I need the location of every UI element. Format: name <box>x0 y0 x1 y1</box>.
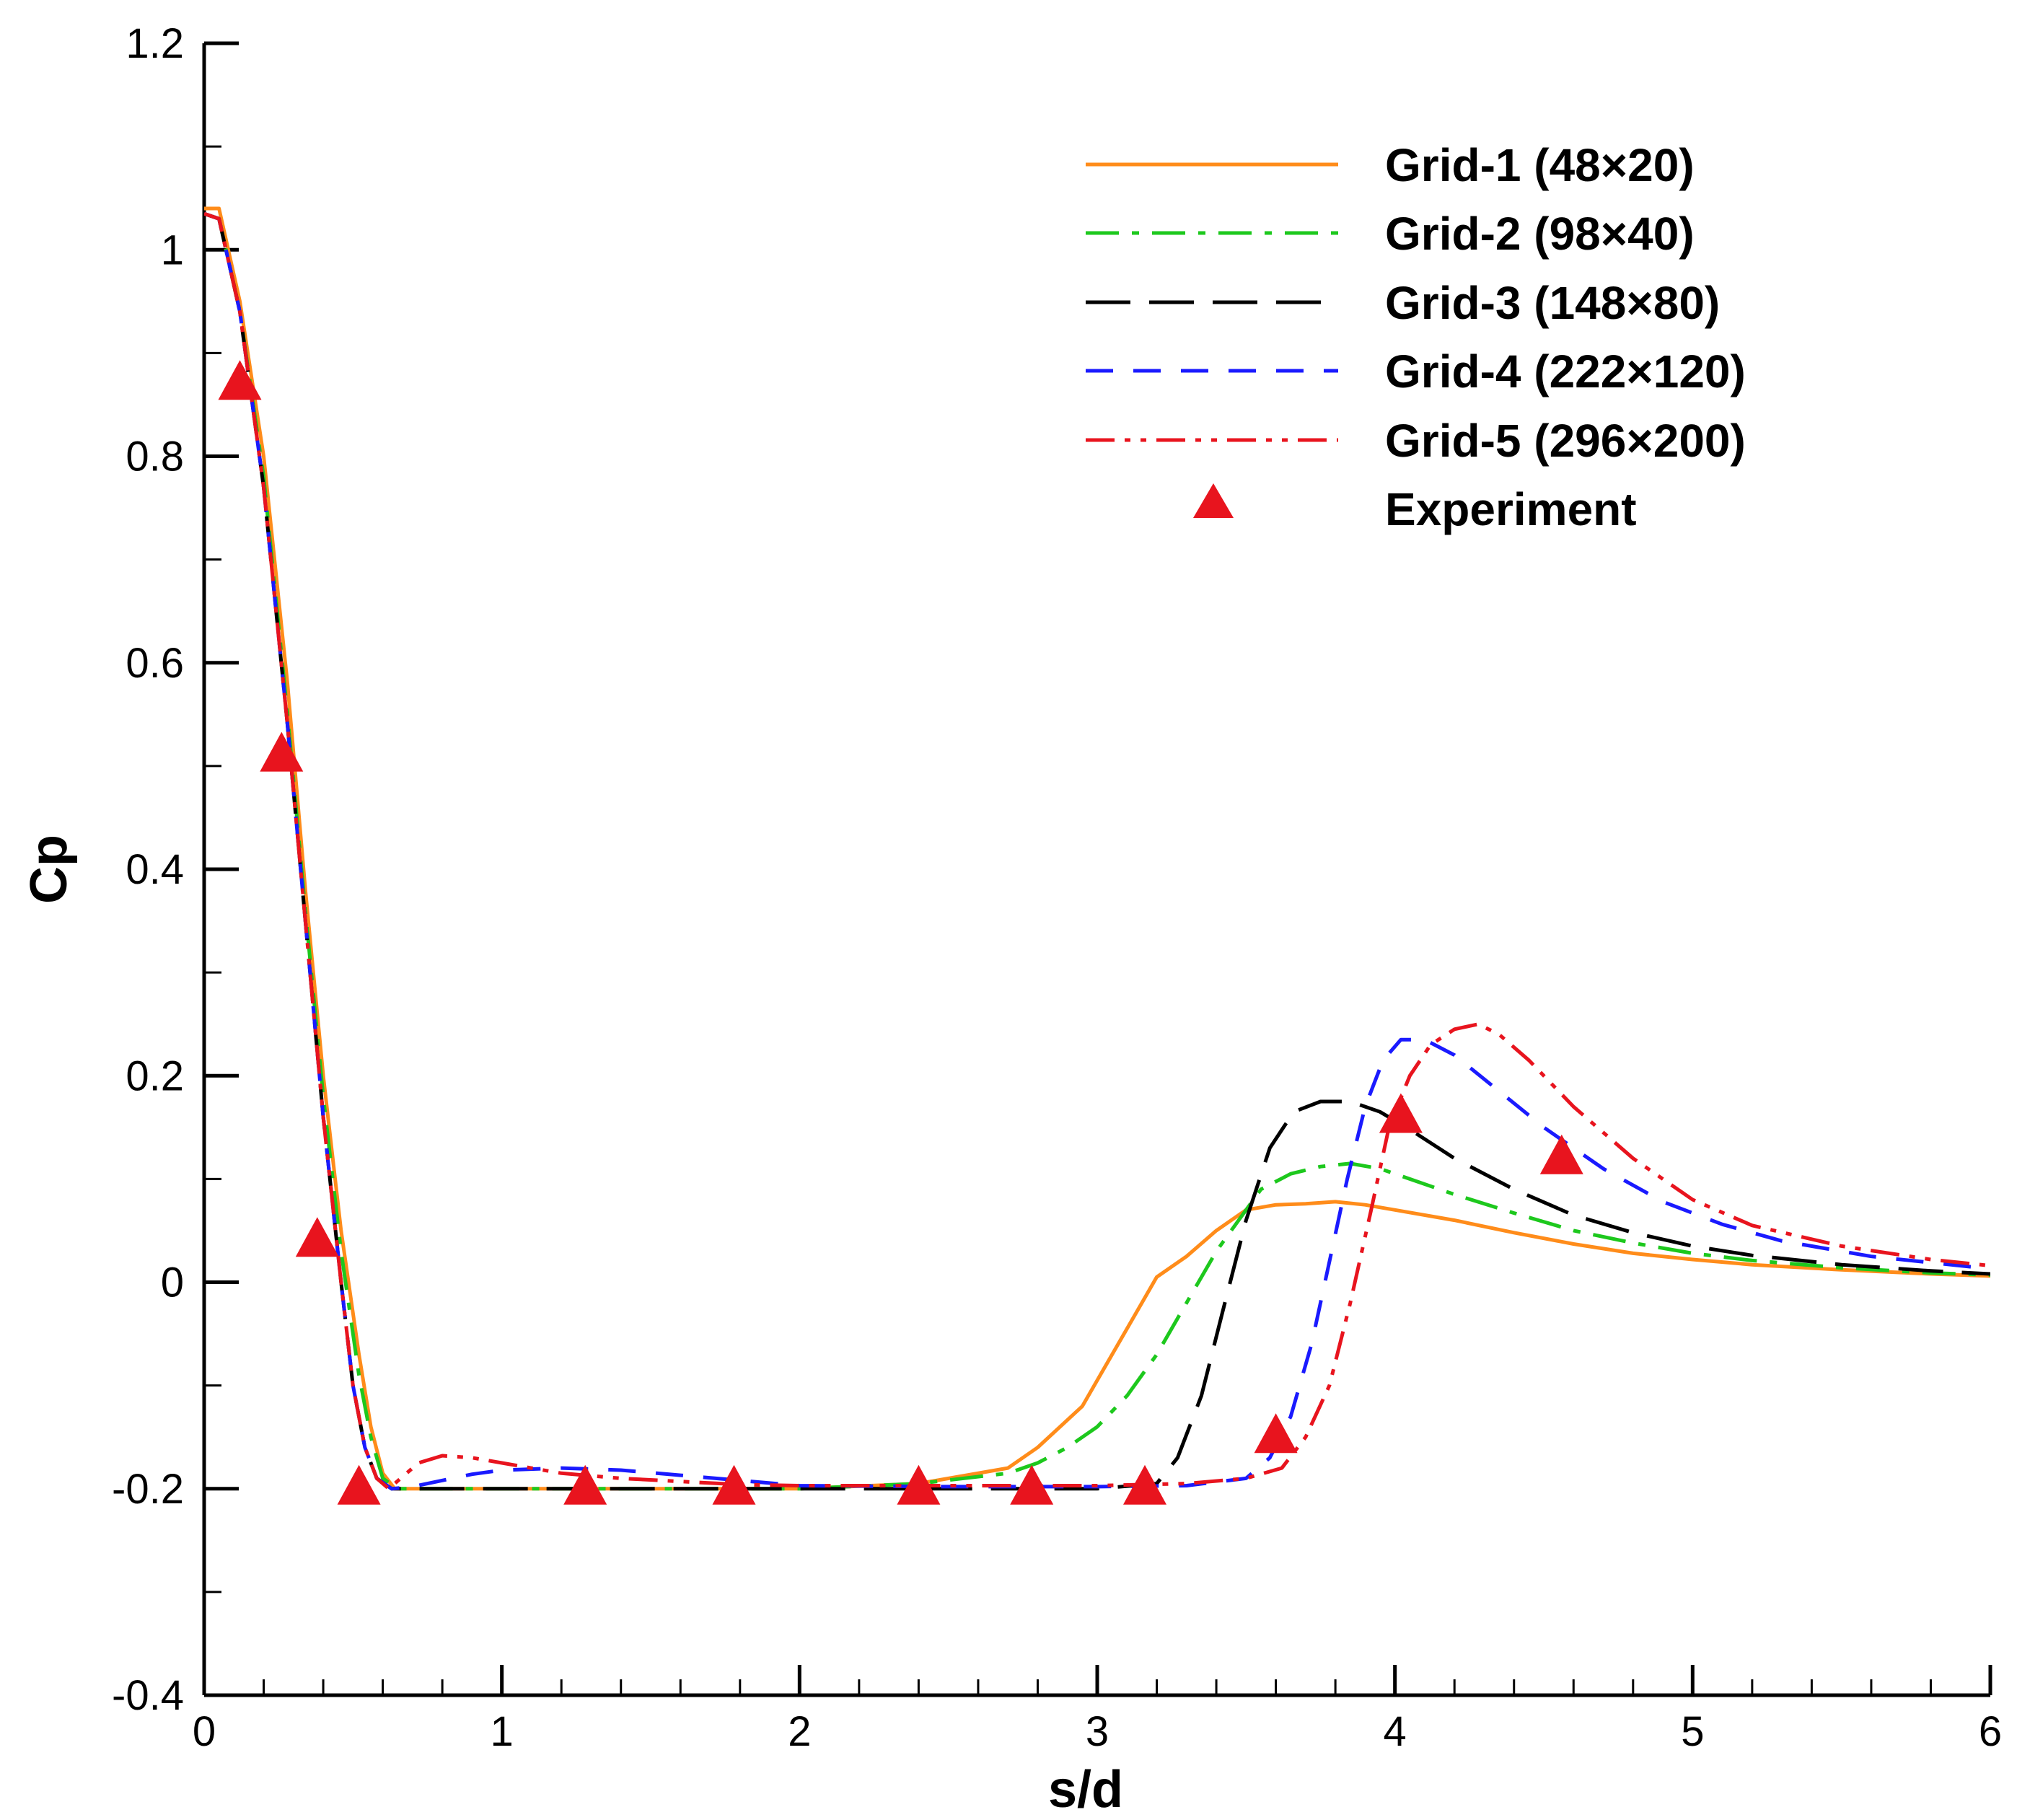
legend-label-grid-4: Grid-4 (222×120) <box>1385 346 1746 397</box>
legend-entry-grid-5: Grid-5 (296×200) <box>1086 415 1746 467</box>
experiment-marker <box>218 360 262 400</box>
axes: 0 1 2 3 4 5 6 -0.4 -0.2 0 0.2 0.4 0.6 0.8 1 1.2 <box>112 20 2002 1755</box>
series-line-grid-2 <box>204 211 1990 1491</box>
legend-label-experiment: Experiment <box>1385 483 1637 535</box>
legend-entry-grid-2: Grid-2 (98×40) <box>1086 208 1695 260</box>
experiment-marker <box>1010 1464 1054 1505</box>
legend-label-grid-2: Grid-2 (98×40) <box>1385 208 1695 260</box>
plot-lines <box>204 206 1990 1491</box>
legend-marker-experiment <box>1193 483 1234 518</box>
x-tick-label: 0 <box>193 1708 216 1755</box>
experiment-marker <box>260 731 304 772</box>
y-tick-label: 1 <box>161 227 184 273</box>
experiment-marker <box>1123 1464 1166 1505</box>
experiment-marker <box>1539 1134 1583 1174</box>
legend-entry-grid-3: Grid-3 (148×80) <box>1086 277 1720 329</box>
x-tick-label: 4 <box>1384 1708 1407 1755</box>
y-tick-label: 0.2 <box>126 1052 184 1099</box>
y-axis-title: Cp <box>20 835 78 904</box>
experiment-markers <box>218 360 1583 1505</box>
legend-label-grid-3: Grid-3 (148×80) <box>1385 277 1720 329</box>
experiment-marker <box>295 1217 339 1257</box>
legend: Grid-1 (48×20) Grid-2 (98×40) Grid-3 (14… <box>1086 139 1746 535</box>
experiment-marker <box>1379 1093 1423 1133</box>
experiment-marker <box>337 1464 381 1505</box>
legend-entry-grid-1: Grid-1 (48×20) <box>1086 139 1695 191</box>
y-tick-label: 0.8 <box>126 434 184 480</box>
y-tick-label: 0 <box>161 1260 184 1306</box>
series-line-grid-4 <box>204 211 1990 1491</box>
legend-entry-experiment: Experiment <box>1193 483 1637 535</box>
x-tick-label: 5 <box>1681 1708 1704 1755</box>
experiment-marker <box>897 1464 941 1505</box>
x-tick-label: 2 <box>788 1708 811 1755</box>
x-tick-label: 3 <box>1086 1708 1109 1755</box>
y-tick-label: 0.4 <box>126 846 184 893</box>
series-line-grid-5 <box>204 211 1990 1491</box>
legend-entry-grid-4: Grid-4 (222×120) <box>1086 346 1746 397</box>
x-tick-label: 1 <box>491 1708 514 1755</box>
legend-label-grid-5: Grid-5 (296×200) <box>1385 415 1746 467</box>
y-tick-label: 1.2 <box>126 20 184 67</box>
legend-label-grid-1: Grid-1 (48×20) <box>1385 139 1695 191</box>
x-axis-title: s/d <box>1048 1761 1123 1819</box>
y-tick-label: -0.4 <box>112 1672 184 1719</box>
experiment-marker <box>563 1464 607 1505</box>
experiment-marker <box>1254 1413 1298 1454</box>
y-tick-label: -0.2 <box>112 1466 184 1513</box>
y-tick-label: 0.6 <box>126 640 184 687</box>
x-tick-label: 6 <box>1979 1708 2002 1755</box>
experiment-marker <box>712 1464 756 1505</box>
series-line-grid-1 <box>204 206 1990 1491</box>
